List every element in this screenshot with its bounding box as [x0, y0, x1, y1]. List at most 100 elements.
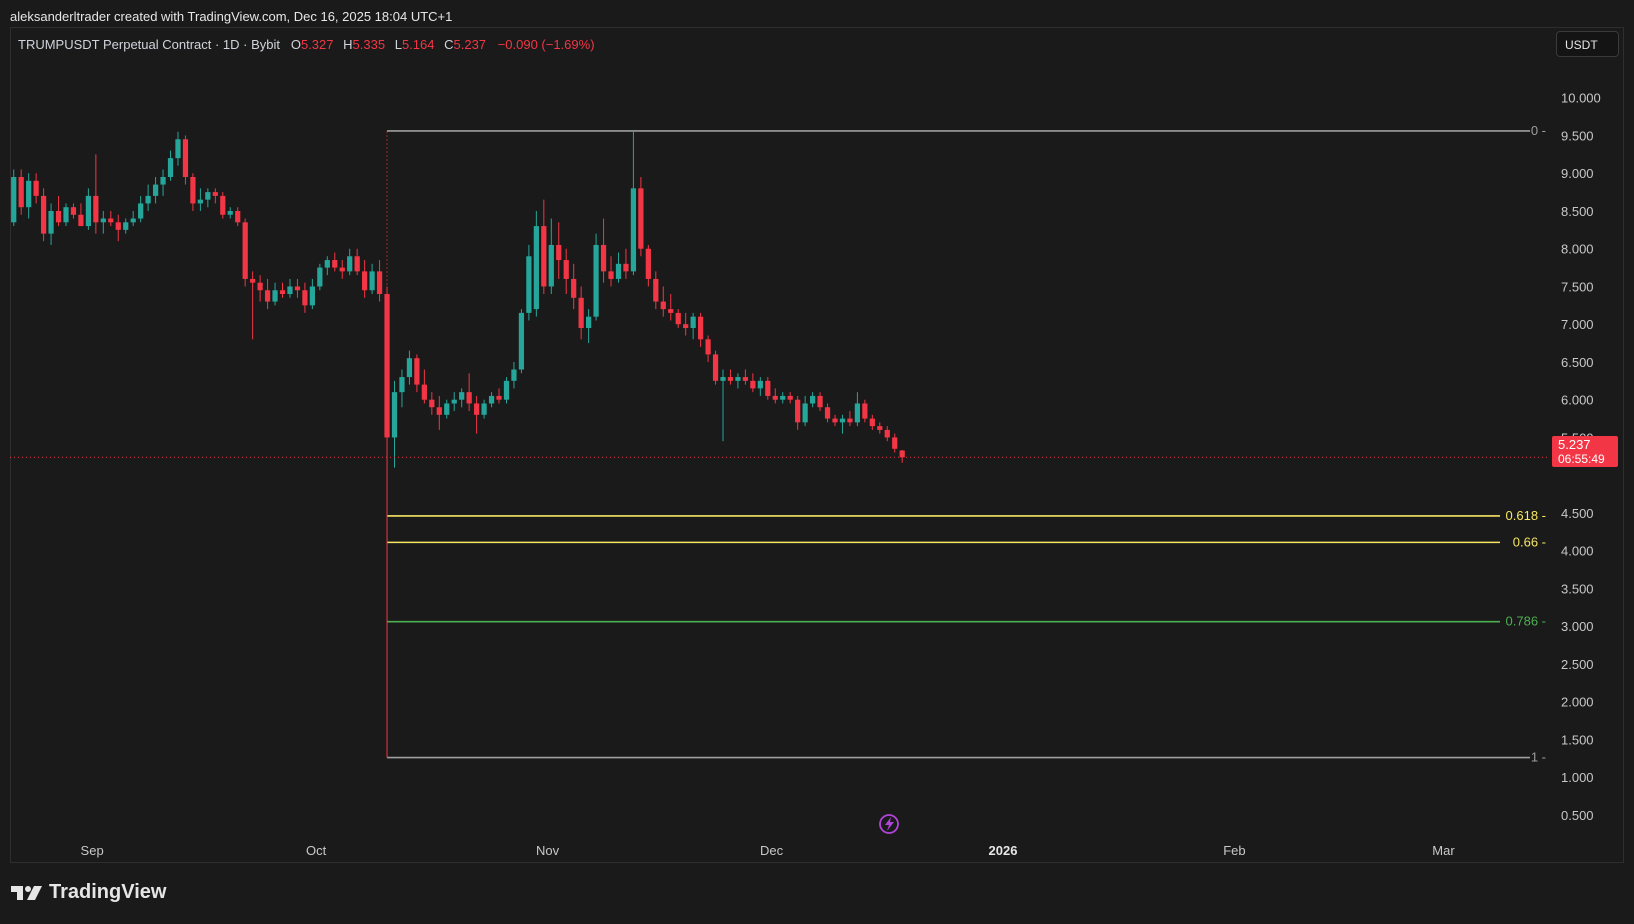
time-tick-label: Mar [1432, 843, 1455, 858]
price-tick-label: 9.000 [1561, 166, 1594, 181]
candle-body [399, 377, 405, 393]
candle-body [421, 384, 427, 400]
price-tick-label: 3.500 [1561, 581, 1594, 596]
price-tick-label: 9.500 [1561, 128, 1594, 143]
high-label: H [343, 37, 353, 52]
candle-body [653, 278, 659, 302]
last-price-countdown: 06:55:49 [1558, 452, 1605, 466]
fib-level-label: 0.786 - [1506, 614, 1546, 629]
candle-body [317, 267, 323, 287]
attribution-text: aleksanderltrader created with TradingVi… [10, 9, 453, 24]
time-tick-label: 2026 [989, 843, 1018, 858]
candle-body [145, 195, 151, 204]
candle-body [205, 192, 211, 200]
candle-body [675, 312, 681, 325]
candle-body [630, 188, 637, 272]
tradingview-logo[interactable]: TradingView [11, 881, 166, 904]
fib-level-label: 0.66 - [1513, 534, 1546, 549]
candle-body [854, 403, 861, 423]
candle-body [108, 218, 114, 223]
last-price-value: 5.237 [1558, 437, 1591, 452]
candle-body [175, 139, 181, 159]
price-tick-label: 10.000 [1561, 91, 1601, 106]
open-label: O [290, 37, 301, 52]
candle-body [78, 214, 84, 227]
brand-name: TradingView [49, 881, 167, 903]
price-tick-label: 1.500 [1561, 732, 1594, 747]
candle-body [869, 418, 875, 427]
candle-body [93, 195, 99, 223]
candle-body [615, 263, 622, 279]
time-axis[interactable]: Sep Oct Nov Dec 2026 Feb Mar [81, 843, 1456, 858]
price-tick-label: 1.000 [1561, 770, 1594, 785]
candle-body [220, 195, 226, 215]
candle-body [152, 184, 159, 196]
candle-body [503, 380, 510, 400]
candle-body [750, 380, 756, 389]
candle-body [496, 395, 502, 400]
candle-body [167, 158, 174, 178]
candle-body [451, 399, 457, 404]
price-tick-label: 8.000 [1561, 242, 1594, 257]
candle-body [391, 392, 398, 438]
symbol-title: TRUMPUSDT Perpetual Contract · 1D · Bybi… [18, 37, 280, 52]
candle-body [877, 426, 883, 430]
price-tick-label: 7.500 [1561, 279, 1594, 294]
low-label: L [394, 37, 402, 52]
candle-body [138, 203, 144, 219]
candle-body [884, 429, 890, 438]
fib-level-label: 1 - [1531, 750, 1546, 765]
candle-body [242, 222, 248, 279]
candle-body [727, 377, 734, 381]
candle-body [795, 399, 801, 423]
candle-body [541, 226, 547, 287]
candle-body [586, 316, 592, 328]
candle-body [123, 222, 129, 230]
price-tick-label: 6.500 [1561, 355, 1594, 370]
candle-body [862, 403, 868, 419]
time-tick-label: Feb [1223, 843, 1245, 858]
candle-body [212, 192, 218, 196]
candle-body [55, 210, 62, 223]
candle-body [660, 301, 666, 310]
candle-body [787, 395, 793, 400]
open-value: 5.327 [300, 37, 334, 52]
close-value: 5.237 [453, 37, 487, 52]
lightning-icon[interactable] [879, 814, 899, 834]
candle-body [668, 309, 674, 313]
candle-body [63, 207, 69, 223]
candle-body [347, 256, 353, 272]
candle-body [742, 377, 749, 381]
candle-body [839, 418, 846, 423]
candle-body [362, 271, 368, 291]
candle-body [197, 199, 203, 204]
fib-retracement[interactable]: 0 - 0.618 - 0.66 - 0.786 - 1 - [386, 123, 1546, 765]
price-tick-label: 2.500 [1561, 657, 1594, 672]
symbol-legend: TRUMPUSDT Perpetual Contract · 1D · Bybi… [18, 37, 595, 52]
low-value: 5.164 [401, 37, 435, 52]
candle-body [757, 380, 763, 389]
fib-level-label: 0 - [1531, 123, 1546, 138]
candle-body [272, 290, 278, 302]
candle-body [832, 418, 838, 423]
candle-body [817, 395, 823, 408]
candle-body [70, 207, 77, 215]
candles [10, 130, 1548, 758]
time-tick-label: Nov [536, 843, 560, 858]
candle-body [309, 286, 315, 306]
candle-body [384, 294, 390, 438]
candle-body [250, 278, 256, 283]
candle-body [324, 260, 330, 268]
candle-body [26, 180, 32, 208]
candle-body [235, 210, 241, 223]
candle-body [264, 290, 271, 302]
candle-body [556, 244, 562, 261]
currency-button[interactable]: USDT [1556, 31, 1619, 57]
candle-body [227, 210, 233, 215]
candle-body [100, 218, 106, 223]
candle-body [414, 358, 420, 385]
candle-body [488, 395, 495, 404]
price-tick-label: 8.500 [1561, 204, 1594, 219]
tradingview-logo-icon [11, 885, 42, 900]
